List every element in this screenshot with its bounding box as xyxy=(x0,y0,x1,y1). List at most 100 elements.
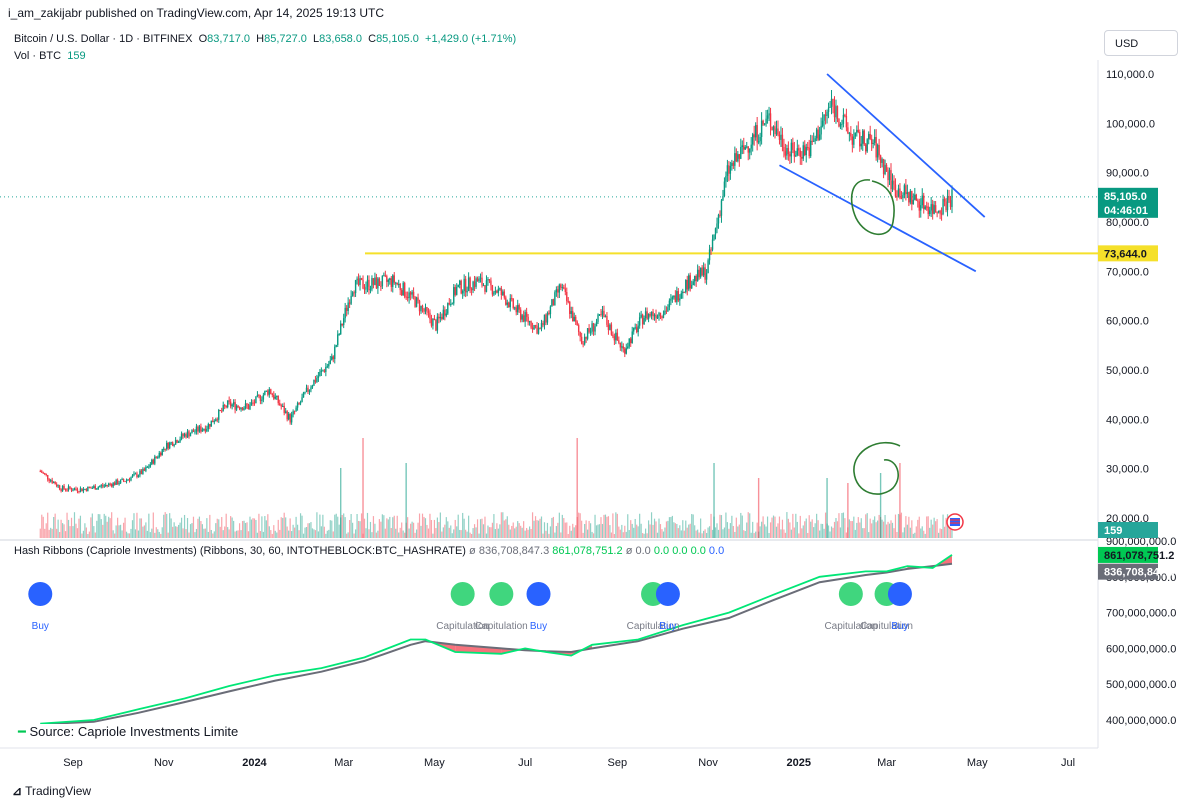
buy-signal-dot[interactable] xyxy=(655,582,680,606)
volume-bar xyxy=(616,513,618,538)
volume-bar xyxy=(426,524,428,538)
volume-bar xyxy=(87,533,89,538)
lower-trendline[interactable] xyxy=(779,164,977,273)
volume-bar xyxy=(774,516,776,538)
candle-body xyxy=(334,346,336,360)
volume-bar xyxy=(189,524,192,538)
volume-bar xyxy=(163,514,165,538)
capitulation-signal-dot[interactable] xyxy=(450,582,475,606)
candle-body xyxy=(456,287,458,295)
hash-eye-icon[interactable]: ø xyxy=(469,545,476,557)
candle-body xyxy=(70,488,73,491)
volume-bar xyxy=(255,519,257,538)
symbol-legend[interactable]: Bitcoin / U.S. Dollar · 1D · BITFINEX O8… xyxy=(14,33,516,45)
buy-signal-dot[interactable] xyxy=(887,582,912,606)
volume-bar xyxy=(354,529,357,538)
footer-brand[interactable]: ⊿ TradingView xyxy=(12,784,91,798)
hash-ribbons-legend[interactable]: Hash Ribbons (Capriole Investments) (Rib… xyxy=(14,545,724,557)
volume-bar xyxy=(337,516,339,538)
volume-bar xyxy=(750,532,752,538)
volume-bar xyxy=(875,522,877,538)
volume-bar xyxy=(653,518,656,538)
volume-bar xyxy=(53,516,55,538)
volume-bar xyxy=(719,514,721,538)
candle-body xyxy=(96,488,98,490)
candle-body xyxy=(243,408,245,411)
volume-badge-bg xyxy=(1098,522,1158,538)
volume-bar xyxy=(408,528,410,538)
capitulation-signal-dot[interactable] xyxy=(838,582,863,606)
volume-bar xyxy=(624,525,626,538)
symbol-title[interactable]: Bitcoin / U.S. Dollar · 1D · BITFINEX xyxy=(14,33,193,45)
volume-bar xyxy=(99,514,101,538)
volume-bar xyxy=(118,525,120,538)
volume-bar xyxy=(717,529,720,538)
volume-bar xyxy=(575,525,577,538)
candle-body xyxy=(185,434,187,438)
volume-bar xyxy=(438,522,440,538)
volume-bar xyxy=(537,520,540,538)
upper-trendline[interactable] xyxy=(826,73,986,218)
hash-ribbon-fast-line[interactable] xyxy=(40,554,953,725)
hash-fast-badge-bg xyxy=(1098,546,1158,563)
candle-body xyxy=(557,289,559,293)
volume-bar xyxy=(451,533,453,538)
candle-body xyxy=(696,269,699,281)
volume-bar xyxy=(158,531,160,538)
candle-body xyxy=(679,298,681,301)
currency-button[interactable]: USD xyxy=(1104,30,1178,56)
candle-body xyxy=(390,278,392,287)
volume-bar xyxy=(111,512,113,538)
candle-body xyxy=(674,295,677,303)
buy-signal-dot[interactable] xyxy=(28,582,53,606)
volume-bar xyxy=(771,517,773,538)
candle-body xyxy=(447,303,449,314)
hash-ribbons-title[interactable]: Hash Ribbons (Capriole Investments) (Rib… xyxy=(14,545,466,557)
volume-bar xyxy=(188,532,190,538)
volume-bar xyxy=(161,527,163,538)
candle-body xyxy=(374,277,376,285)
candle-body xyxy=(157,457,159,459)
volume-bar xyxy=(56,528,58,538)
volume-bar xyxy=(570,530,572,538)
volume-legend[interactable]: Vol · BTC 159 xyxy=(14,50,86,62)
candle-body xyxy=(442,309,445,320)
hash-eye-icon-2[interactable]: ø xyxy=(625,545,633,557)
flag-icon[interactable] xyxy=(946,513,964,531)
volume-bar xyxy=(560,532,562,538)
candle-body xyxy=(554,292,556,306)
volume-bar xyxy=(526,527,528,538)
candle-body xyxy=(634,327,636,329)
volume-bar xyxy=(853,516,855,538)
price-tick-label: 110,000.0 xyxy=(1106,69,1154,81)
candle-body xyxy=(102,485,104,487)
volume-bar xyxy=(726,522,729,538)
volume-bar xyxy=(410,523,412,538)
volume-bar xyxy=(106,521,108,538)
volume-bar xyxy=(420,525,422,538)
capitulation-signal-label: Capitulation xyxy=(627,621,680,632)
volume-bar xyxy=(386,518,388,538)
volume-label[interactable]: Vol · BTC xyxy=(14,50,62,62)
capitulation-signal-dot[interactable] xyxy=(489,582,514,606)
volume-bar xyxy=(863,528,865,538)
candle-body xyxy=(835,106,837,118)
volume-bar xyxy=(448,527,450,538)
volume-bar xyxy=(78,518,80,538)
candle-body xyxy=(589,331,592,333)
volume-bar xyxy=(372,516,375,538)
volume-bar xyxy=(365,528,367,538)
candle-body xyxy=(47,475,49,480)
candle-body xyxy=(918,201,920,211)
volume-bar xyxy=(127,533,129,538)
volume-bar xyxy=(230,516,232,538)
volume-bar xyxy=(152,512,154,538)
candle-body xyxy=(592,323,595,332)
volume-bar xyxy=(432,533,434,538)
volume-bar xyxy=(530,528,532,538)
volume-bar xyxy=(856,522,858,538)
buy-signal-dot[interactable] xyxy=(526,582,551,606)
volume-bar xyxy=(792,513,794,538)
candle-body xyxy=(537,327,540,334)
